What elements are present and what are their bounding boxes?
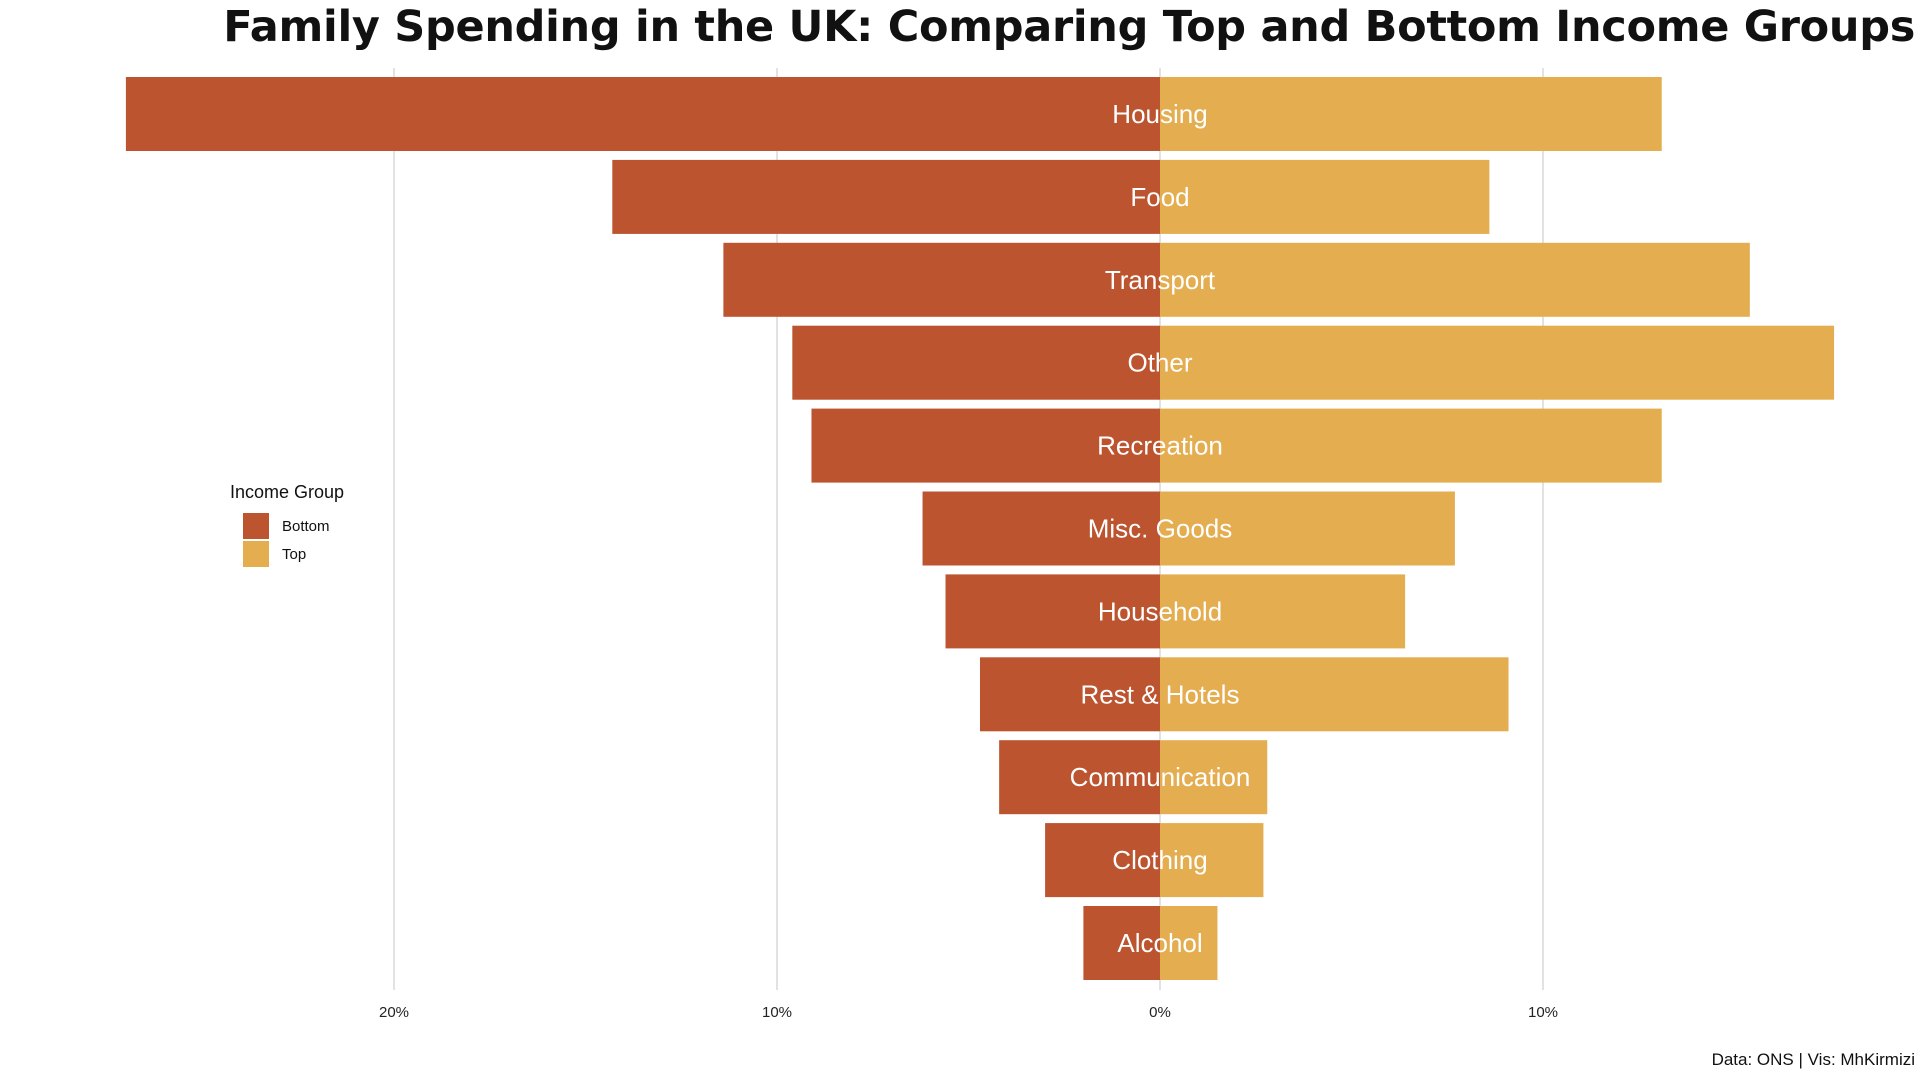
chart-title: Family Spending in the UK: Comparing Top… [223,2,1915,52]
chart-caption: Data: ONS | Vis: MhKirmizi [1711,1050,1915,1069]
category-label-rest-hotels: Rest & Hotels [1081,679,1240,709]
category-label-communication: Communication [1070,762,1251,792]
bar-bottom-clothing [1045,823,1160,898]
bar-bottom-recreation [811,408,1160,483]
bar-bottom-communication [999,740,1160,815]
bar-top-recreation [1160,408,1662,483]
category-label-alcohol: Alcohol [1117,928,1202,958]
legend: Income Group Bottom Top [230,482,344,569]
legend-label-bottom: Bottom [282,517,330,535]
bar-bottom-rest-hotels [979,657,1160,732]
legend-swatch-top [243,541,269,567]
category-label-other: Other [1127,348,1192,378]
bar-top-food [1160,159,1490,234]
bar-bottom-housing [125,77,1160,151]
x-tick-label-1: 10% [762,1004,792,1021]
category-label-housing: Housing [1112,99,1207,129]
legend-label-top: Top [282,545,307,563]
bar-top-other [1160,325,1835,400]
bar-top-alcohol [1160,906,1218,980]
bar-top-misc-goods [1160,491,1455,566]
category-label-household: Household [1098,596,1222,626]
category-label-food: Food [1130,182,1189,212]
bar-bottom-transport [723,242,1160,317]
bar-top-transport [1160,242,1750,317]
category-label-transport: Transport [1105,265,1216,295]
bar-bottom-alcohol [1083,906,1160,980]
bar-top-rest-hotels [1160,657,1509,732]
legend-item-bottom: Bottom [243,513,344,539]
bar-bottom-household [945,574,1160,649]
x-tick-label-2: 0% [1149,1004,1171,1021]
x-axis-ticks: 20% 10% 0% 10% [379,1004,1558,1021]
category-label-recreation: Recreation [1097,431,1223,461]
category-labels: Housing Food Transport Other Recreation Misc.… [1070,99,1251,958]
legend-title: Income Group [230,482,345,502]
bar-bottom-other [792,325,1160,400]
legend-swatch-bottom [243,513,269,539]
bars [125,77,1835,980]
bar-bottom-misc-goods [922,491,1160,566]
bar-top-housing [1160,77,1662,151]
legend-item-top: Top [243,541,344,567]
category-label-clothing: Clothing [1112,845,1207,875]
bar-top-communication [1160,740,1268,815]
bar-bottom-food [612,159,1160,234]
bar-top-clothing [1160,823,1264,898]
bar-top-household [1160,574,1406,649]
x-tick-label-0: 20% [379,1004,409,1021]
category-label-misc-goods: Misc. Goods [1088,514,1233,544]
x-tick-label-3: 10% [1528,1004,1558,1021]
